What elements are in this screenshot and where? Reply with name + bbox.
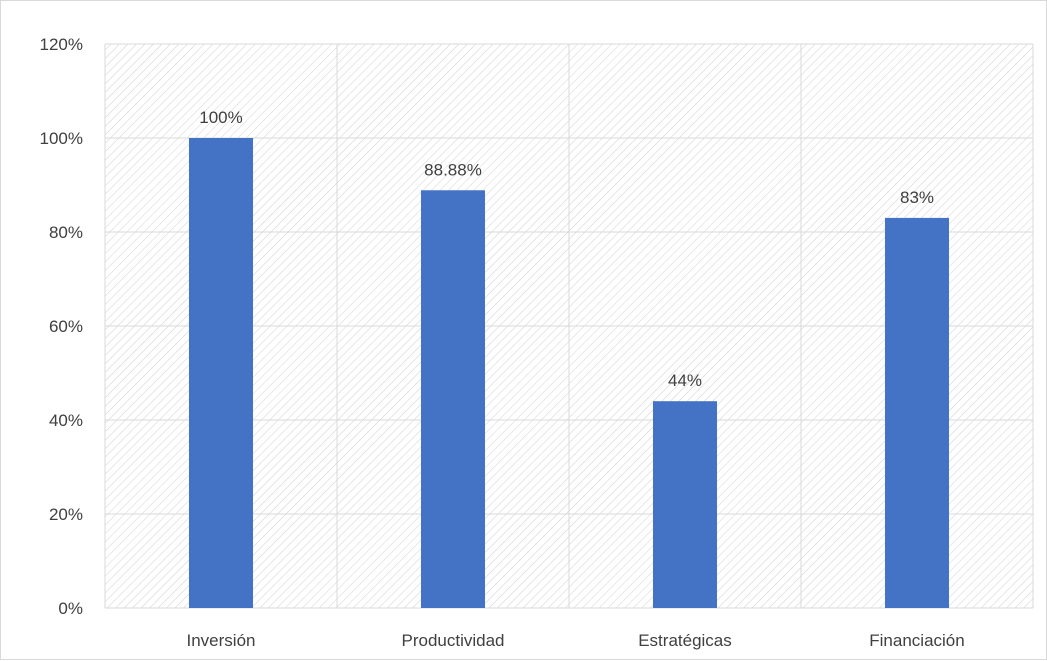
gridlines	[104, 43, 1034, 609]
y-tick-label: 100%	[40, 129, 83, 148]
data-label: 83%	[900, 188, 934, 207]
x-tick-label: Estratégicas	[638, 631, 732, 650]
y-tick-label: 80%	[49, 223, 83, 242]
y-tick-label: 20%	[49, 505, 83, 524]
bar	[420, 190, 486, 608]
data-label: 88.88%	[424, 160, 482, 179]
x-tick-label: Inversión	[187, 631, 256, 650]
bar	[884, 217, 950, 608]
y-tick-label: 120%	[40, 35, 83, 54]
y-tick-label: 40%	[49, 411, 83, 430]
x-tick-label: Financiación	[869, 631, 964, 650]
data-label: 100%	[199, 108, 242, 127]
bars	[188, 138, 950, 608]
data-label: 44%	[668, 371, 702, 390]
bar	[652, 401, 718, 608]
bar	[188, 138, 254, 608]
y-axis: 0% 20% 40% 60% 80% 100% 120%	[40, 35, 83, 618]
data-labels: 100% 88.88% 44% 83%	[199, 108, 934, 390]
x-axis: Inversión Productividad Estratégicas Financ…	[187, 631, 965, 650]
x-tick-label: Productividad	[401, 631, 504, 650]
y-tick-label: 60%	[49, 317, 83, 336]
y-tick-label: 0%	[58, 599, 83, 618]
